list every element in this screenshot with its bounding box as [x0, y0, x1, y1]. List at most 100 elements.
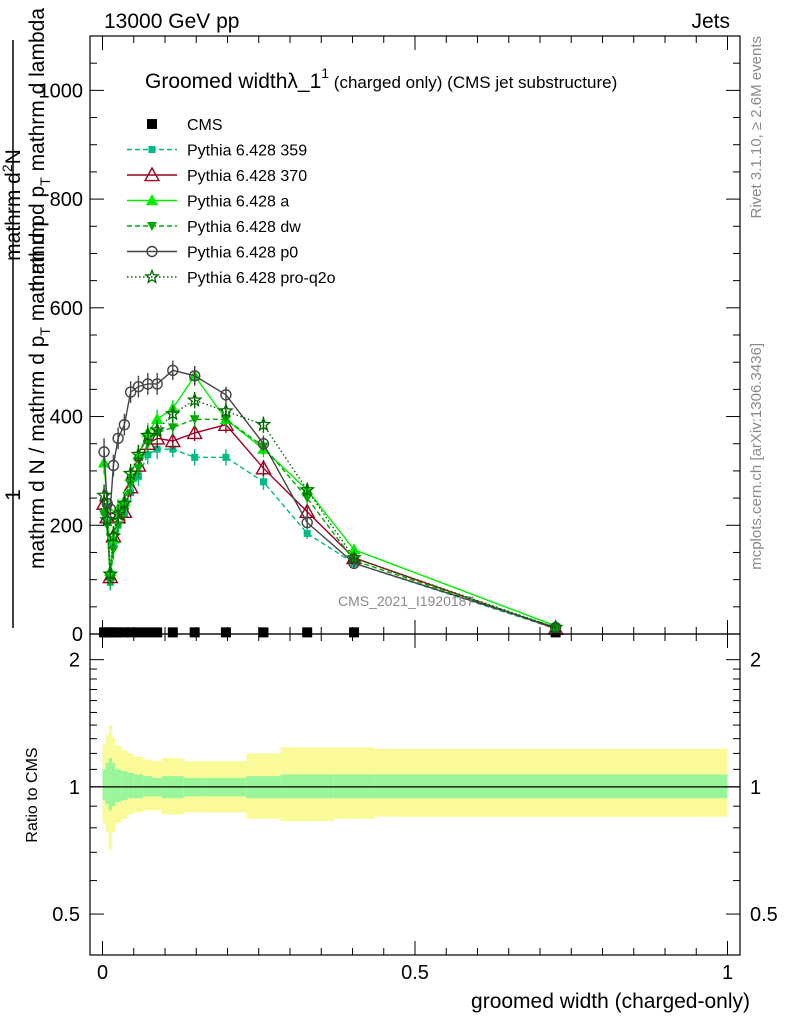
marker-star: [122, 465, 139, 481]
marker-triangle: [164, 432, 182, 448]
marker-circle: [98, 446, 110, 458]
series-line: [103, 399, 556, 629]
series-pythia-6-428-pro-q2o: [96, 391, 564, 635]
ratio-band-inner: [111, 762, 115, 807]
y-tick-label: 400: [50, 407, 83, 429]
marker-triangle-down: [133, 464, 144, 474]
ratio-tick-label-right: 1: [750, 777, 761, 799]
ratio-tick-label: 1: [69, 777, 80, 799]
series-line: [103, 448, 556, 630]
marker-square: [153, 445, 161, 453]
marker-star: [164, 405, 181, 421]
marker-triangle-down: [113, 521, 124, 531]
legend-item: Pythia 6.428 p0: [127, 245, 298, 262]
xlabel: groomed width (charged-only): [471, 990, 750, 1013]
marker-circle: [146, 245, 158, 258]
series-pythia-6-428-p0: [98, 360, 562, 634]
marker-square: [125, 627, 136, 638]
legend-label: CMS: [187, 117, 223, 134]
legend-item: CMS: [147, 117, 223, 134]
marker-star: [99, 511, 116, 527]
legend-label: Pythia 6.428 359: [187, 143, 307, 160]
title-suffix: (charged only) (CMS jet substructure): [334, 73, 617, 92]
marker-square: [222, 453, 230, 461]
marker-star: [96, 487, 112, 503]
series-line: [103, 374, 556, 627]
title-lambda: λ_1: [287, 70, 321, 93]
mcplots-label: mcplots.cern.ch [arXiv:1306.3436]: [748, 343, 765, 570]
marker-circle: [107, 459, 120, 472]
marker-square: [167, 627, 178, 638]
watermark: CMS_2021_I1920187: [338, 593, 474, 609]
marker-star: [144, 268, 160, 284]
legend-label: Pythia 6.428 a: [187, 194, 289, 211]
marker-square: [189, 627, 200, 638]
ratio-band-inner: [143, 776, 153, 797]
marker-square: [142, 627, 153, 638]
marker-circle: [151, 378, 163, 390]
ylabel-denominator: mathrm d N / mathrm d pT mathrm d p: [26, 215, 53, 569]
title-main: Groomed width: [145, 70, 287, 93]
marker-square: [152, 627, 163, 638]
marker-triangle-down: [189, 415, 200, 425]
marker-circle: [257, 438, 270, 450]
ratio-tick-label: 2: [69, 650, 80, 672]
legend-item: Pythia 6.428 370: [127, 166, 307, 185]
legend-label: Pythia 6.428 p0: [187, 245, 298, 262]
marker-triangle-down: [147, 222, 157, 231]
marker-square: [220, 627, 231, 638]
marker-triangle: [143, 166, 161, 182]
marker-star: [102, 565, 119, 581]
marker-circle: [112, 432, 124, 444]
ylabel-ratio: Ratio to CMS: [24, 747, 41, 842]
x-tick-label: 0.5: [401, 962, 429, 984]
ylabel-top-fraction: mathrm d2N: [0, 149, 25, 261]
marker-square: [113, 627, 124, 638]
marker-triangle-down: [167, 423, 178, 433]
ratio-tick-label-right: 2: [750, 650, 761, 672]
y-tick-label: 600: [50, 298, 83, 320]
marker-square: [148, 146, 156, 153]
marker-square: [147, 119, 157, 129]
marker-square: [258, 627, 269, 638]
marker-circle: [104, 503, 117, 515]
marker-star: [130, 446, 147, 462]
marker-star: [547, 619, 564, 635]
ratio-tick-label-right: 0.5: [750, 904, 778, 926]
ratio-band-inner: [108, 758, 112, 811]
legend-item: Pythia 6.428 359: [127, 143, 307, 160]
marker-star: [116, 495, 133, 511]
marker-square: [259, 478, 267, 486]
marker-triangle: [186, 424, 203, 440]
legend-label: Pythia 6.428 pro-q2o: [187, 270, 336, 287]
y-tick-label: 200: [50, 515, 83, 537]
legend-label: Pythia 6.428 370: [187, 168, 307, 185]
legend: CMS Pythia 6.428 359 Pythia 6.428 370 Pythi…: [127, 117, 336, 287]
marker-circle: [118, 419, 131, 431]
svg-text:Groomed widthλ_11 (charged onl: Groomed widthλ_11 (charged only) (CMS je…: [145, 65, 617, 93]
legend-item: Pythia 6.428 dw: [127, 219, 301, 236]
marker-circle: [167, 364, 179, 377]
series-line: [103, 423, 556, 630]
marker-star: [105, 527, 122, 543]
ratio-band-inner: [121, 771, 128, 801]
main-plot: [95, 360, 564, 638]
marker-square: [119, 627, 130, 638]
marker-square: [302, 627, 313, 638]
y-tick-label: 800: [50, 189, 83, 211]
marker-square: [133, 627, 144, 638]
marker-star: [346, 549, 362, 565]
marker-star: [218, 402, 234, 418]
marker-circle: [301, 516, 313, 529]
series-pythia-6-428-359: [100, 439, 560, 633]
header-left: 13000 GeV pp: [104, 10, 239, 33]
marker-square: [191, 453, 199, 461]
marker-triangle-down: [108, 545, 119, 555]
marker-star: [255, 416, 272, 432]
x-tick-label: 1: [722, 962, 733, 984]
plot-title: Groomed widthλ_11 (charged only) (CMS je…: [145, 65, 617, 93]
marker-circle: [124, 386, 137, 398]
marker-star: [139, 427, 156, 443]
marker-star: [110, 506, 126, 522]
